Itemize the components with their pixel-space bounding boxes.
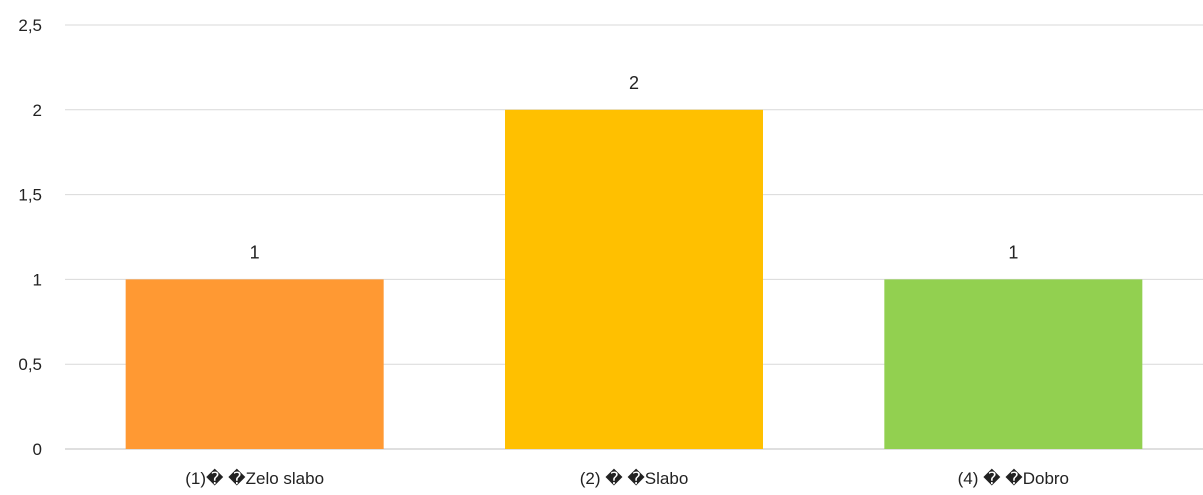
data-label: 1 (1008, 242, 1018, 262)
y-axis-tick-labels: 0 0,5 1 1,5 2 2,5 (18, 16, 42, 459)
x-tick-label: (2) � �Slabo (580, 468, 689, 488)
y-tick-label: 1,5 (18, 186, 42, 205)
y-tick-label: 0 (33, 440, 42, 459)
bar (505, 109, 763, 450)
bar (884, 279, 1143, 449)
x-tick-label: (1)� �Zelo slabo (185, 468, 324, 488)
y-tick-label: 2 (33, 101, 42, 120)
y-tick-label: 1 (33, 270, 42, 289)
data-label: 1 (250, 242, 260, 262)
bars (125, 109, 1143, 450)
y-tick-label: 2,5 (18, 16, 42, 35)
x-axis-tick-labels: (1)� �Zelo slabo (2) � �Slabo (4) � �Dobro (185, 468, 1069, 488)
bar (125, 279, 384, 449)
y-tick-label: 0,5 (18, 355, 42, 374)
x-tick-label: (4) � �Dobro (958, 468, 1069, 488)
data-label: 2 (629, 73, 639, 93)
data-labels: 1 2 1 (250, 73, 1019, 263)
